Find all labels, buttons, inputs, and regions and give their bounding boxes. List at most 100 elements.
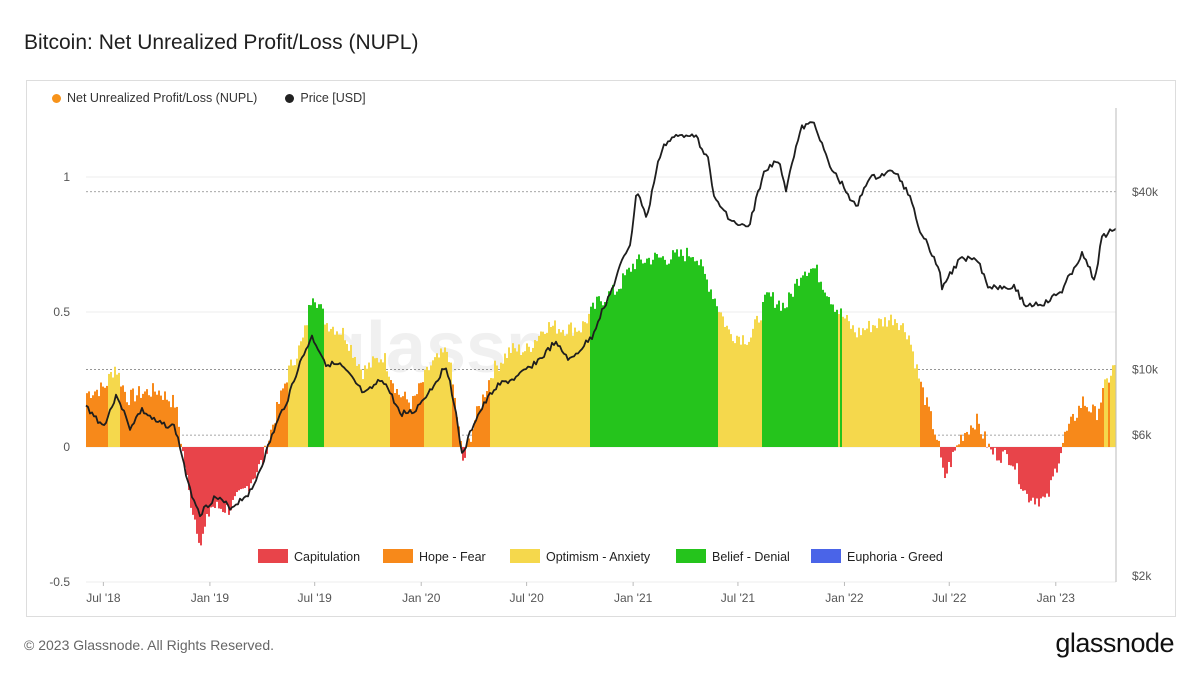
nupl-bar	[178, 426, 180, 447]
nupl-bar	[370, 367, 372, 447]
nupl-bar	[952, 447, 954, 452]
nupl-bar	[302, 337, 304, 447]
nupl-bar	[444, 347, 446, 447]
nupl-bar	[680, 249, 682, 447]
y-right-tick-label: $2k	[1132, 569, 1152, 583]
nupl-bar	[1002, 447, 1004, 452]
nupl-bar	[232, 447, 234, 500]
x-tick-label: Jul '21	[721, 591, 756, 605]
nupl-bar	[706, 279, 708, 447]
nupl-bar	[272, 424, 274, 447]
nupl-bar	[142, 393, 144, 447]
nupl-bar	[308, 304, 310, 447]
nupl-bar	[726, 325, 728, 447]
nupl-bar	[746, 344, 748, 447]
nupl-bar	[442, 352, 444, 447]
nupl-bar	[664, 259, 666, 447]
nupl-bar	[854, 332, 856, 447]
nupl-bar	[312, 298, 314, 447]
nupl-bar	[212, 447, 214, 507]
nupl-bar	[198, 447, 200, 543]
nupl-bar	[522, 352, 524, 447]
nupl-bar	[618, 289, 620, 447]
nupl-bar	[986, 447, 988, 448]
nupl-bar	[720, 312, 722, 447]
nupl-bar	[882, 326, 884, 447]
x-tick-label: Jul '19	[298, 591, 333, 605]
zone-legend-label: Hope - Fear	[419, 550, 486, 564]
nupl-bar	[484, 397, 486, 447]
nupl-bar	[294, 365, 296, 447]
nupl-bar	[774, 307, 776, 447]
nupl-bar	[358, 364, 360, 447]
zone-legend-swatch	[383, 549, 413, 563]
x-tick-label: Jan '20	[402, 591, 441, 605]
legend-item-price[interactable]: Price [USD]	[285, 91, 366, 105]
nupl-bar	[632, 263, 634, 447]
nupl-bar	[740, 344, 742, 447]
nupl-bar	[768, 292, 770, 447]
nupl-bar	[656, 254, 658, 447]
nupl-bar	[520, 355, 522, 447]
nupl-bar	[628, 267, 630, 447]
nupl-bar	[440, 348, 442, 447]
nupl-bar	[534, 340, 536, 447]
nupl-bar	[584, 322, 586, 447]
nupl-bar	[648, 257, 650, 447]
nupl-bar	[716, 306, 718, 447]
nupl-bar	[1080, 408, 1082, 447]
nupl-bar	[852, 325, 854, 447]
nupl-bar	[514, 348, 516, 447]
nupl-bar	[830, 304, 832, 447]
nupl-bar	[744, 344, 746, 447]
nupl-bar	[894, 319, 896, 447]
nupl-bar	[430, 365, 432, 447]
nupl-bar	[644, 262, 646, 447]
nupl-bar	[346, 343, 348, 447]
nupl-bar	[200, 447, 202, 546]
nupl-bar	[500, 362, 502, 447]
nupl-bar	[844, 318, 846, 447]
nupl-bar	[1084, 405, 1086, 447]
nupl-bar	[1086, 407, 1088, 447]
nupl-bar	[878, 318, 880, 447]
nupl-bar	[330, 328, 332, 447]
nupl-bar	[208, 447, 210, 517]
nupl-bar	[562, 329, 564, 447]
nupl-bar	[730, 334, 732, 447]
nupl-bar	[392, 383, 394, 447]
nupl-bar	[498, 370, 500, 447]
nupl-bar	[742, 335, 744, 447]
top-legend: Net Unrealized Profit/Loss (NUPL) Price …	[52, 91, 366, 105]
nupl-bar	[1022, 447, 1024, 491]
nupl-bar	[732, 341, 734, 447]
nupl-bar	[438, 357, 440, 447]
nupl-bar	[296, 358, 298, 447]
copyright: © 2023 Glassnode. All Rights Reserved.	[24, 637, 275, 653]
nupl-bar	[468, 438, 470, 447]
nupl-bar	[714, 298, 716, 447]
nupl-bar	[942, 447, 944, 468]
nupl-bar	[1110, 375, 1112, 447]
nupl-bar	[1040, 447, 1042, 499]
nupl-bar	[548, 322, 550, 447]
nupl-bar	[756, 315, 758, 447]
nupl-bar	[414, 395, 416, 447]
nupl-bar	[654, 252, 656, 447]
nupl-bar	[988, 443, 990, 447]
nupl-bar	[258, 447, 260, 465]
nupl-bar	[876, 328, 878, 447]
nupl-bar	[586, 323, 588, 447]
nupl-bar	[218, 447, 220, 509]
nupl-bar	[334, 334, 336, 447]
legend-item-nupl[interactable]: Net Unrealized Profit/Loss (NUPL)	[52, 91, 257, 105]
zone-legend-label: Optimism - Anxiety	[546, 550, 651, 564]
x-tick-label: Jan '23	[1037, 591, 1076, 605]
nupl-bar	[838, 314, 840, 447]
nupl-bar	[850, 328, 852, 447]
nupl-bar	[530, 351, 532, 447]
nupl-bar	[604, 302, 606, 447]
nupl-bar	[906, 339, 908, 447]
nupl-bar	[260, 447, 262, 460]
nupl-bar	[734, 343, 736, 447]
